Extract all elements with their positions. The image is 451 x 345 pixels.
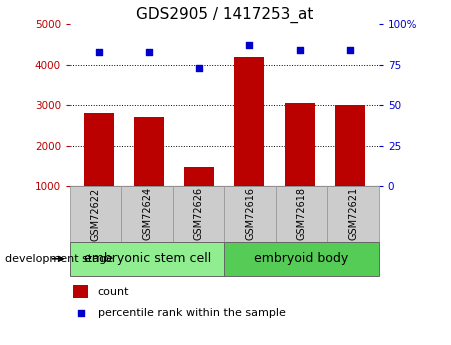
Bar <box>327 186 379 242</box>
Text: embryonic stem cell: embryonic stem cell <box>83 252 211 265</box>
Bar <box>70 241 224 276</box>
Point <box>196 65 203 71</box>
Bar <box>276 186 327 242</box>
Text: count: count <box>98 287 129 297</box>
Bar <box>173 186 224 242</box>
Title: GDS2905 / 1417253_at: GDS2905 / 1417253_at <box>136 7 313 23</box>
Text: GSM72622: GSM72622 <box>91 187 101 240</box>
Bar <box>235 57 264 186</box>
Point <box>246 42 253 48</box>
Bar <box>70 186 121 242</box>
Bar <box>184 167 214 186</box>
Bar <box>73 285 88 298</box>
Text: GSM72616: GSM72616 <box>245 187 255 240</box>
Text: GSM72624: GSM72624 <box>142 187 152 240</box>
Bar <box>285 103 315 186</box>
Text: GSM72618: GSM72618 <box>297 187 307 240</box>
Text: GSM72621: GSM72621 <box>348 187 358 240</box>
Bar <box>121 186 173 242</box>
Point <box>346 47 354 53</box>
Text: development stage: development stage <box>5 254 113 264</box>
Bar <box>134 117 164 186</box>
Text: GSM72626: GSM72626 <box>193 187 204 240</box>
Bar <box>224 186 276 242</box>
Point <box>77 310 84 316</box>
Text: embryoid body: embryoid body <box>254 252 349 265</box>
Text: percentile rank within the sample: percentile rank within the sample <box>98 308 285 318</box>
Point <box>146 49 153 55</box>
Point <box>296 47 303 53</box>
Bar <box>224 241 379 276</box>
Point <box>95 49 102 55</box>
Bar <box>84 113 114 186</box>
Bar <box>335 105 365 186</box>
